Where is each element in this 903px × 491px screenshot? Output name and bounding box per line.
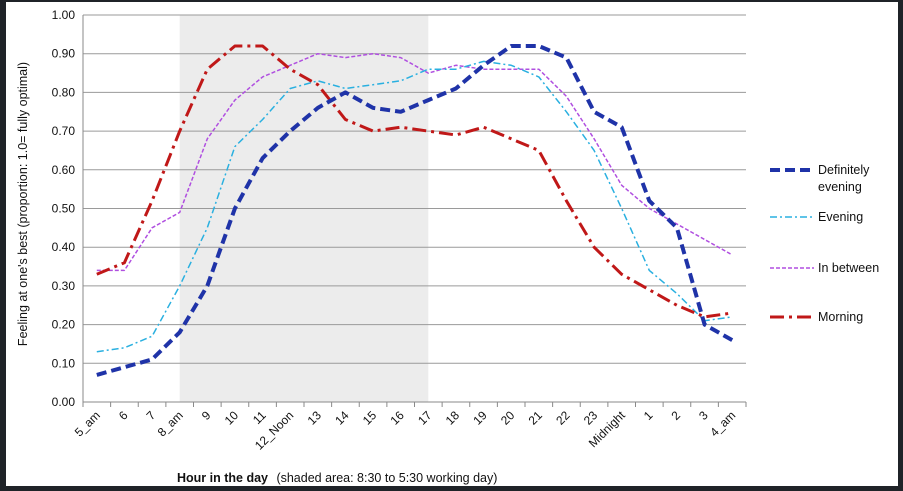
y-tick-label: 0.20: [52, 318, 76, 332]
x-tick-label: 14: [332, 408, 352, 428]
series-line-in-between: [96, 52, 733, 272]
x-tick-label: 1: [641, 408, 656, 423]
x-tick-label: 10: [222, 408, 242, 428]
x-tick-label: 5_am: [72, 408, 103, 439]
y-tick-label: 0.80: [52, 85, 76, 99]
legend-item: Definitely evening: [770, 163, 870, 194]
x-tick-label: 17: [415, 408, 435, 428]
x-axis-label: Hour in the day (shaded area: 8:30 to 5:…: [177, 469, 497, 486]
x-tick-label: 13: [305, 408, 325, 428]
y-tick-label: 0.70: [52, 124, 76, 138]
y-axis-label: Feeling at one's best (proportion: 1.0= …: [16, 62, 30, 346]
x-tick-label: 6: [116, 408, 131, 423]
x-tick-label: 18: [443, 408, 463, 428]
y-tick-label: 0.50: [52, 202, 76, 216]
legend-label: In between: [818, 261, 879, 275]
line-chart: 0.00 0.10 0.20 0.30 0.40 0.50 0.60 0.70 0.80 0.90…: [16, 8, 879, 486]
x-tick-label: 19: [470, 408, 490, 428]
x-tick-label: 3: [696, 408, 711, 423]
y-tick-label: 1.00: [52, 8, 76, 22]
x-tick-label: 11: [250, 408, 269, 427]
y-tick-label: 0.60: [52, 163, 76, 177]
legend-label: Evening: [818, 210, 863, 224]
series-line-evening: [96, 60, 733, 353]
x-axis-label-main: Hour in the day: [177, 471, 268, 485]
x-tick-label: 20: [498, 408, 518, 428]
x-tick-label: 15: [360, 408, 380, 428]
y-tick-label: 0.10: [52, 356, 76, 370]
y-tick-labels: 0.00 0.10 0.20 0.30 0.40 0.50 0.60 0.70 0.80 0.90…: [52, 8, 76, 409]
gridlines: [83, 14, 746, 364]
legend: Definitely evening Evening In between Mornin…: [770, 163, 879, 324]
series-lines: [96, 44, 734, 377]
y-tick-label: 0.90: [52, 47, 76, 61]
legend-item: Morning: [770, 310, 863, 324]
legend-label: evening: [818, 180, 862, 194]
x-tick-label: 23: [581, 408, 601, 428]
legend-label: Definitely: [818, 163, 870, 177]
x-tick-label: 21: [526, 408, 546, 428]
y-tick-label: 0.40: [52, 240, 76, 254]
legend-item: In between: [770, 261, 879, 275]
legend-item: Evening: [770, 210, 863, 224]
x-axis-label-note: (shaded area: 8:30 to 5:30 working day): [276, 471, 497, 485]
x-tick-label: 7: [144, 408, 159, 423]
x-tick-label: 9: [199, 408, 214, 423]
y-tick-label: 0.00: [52, 395, 76, 409]
chart-panel: 0.00 0.10 0.20 0.30 0.40 0.50 0.60 0.70 0.80 0.90…: [6, 2, 898, 486]
series-line-morning: [96, 44, 733, 319]
series-line-definitely-evening: [96, 44, 734, 377]
y-tick-label: 0.30: [52, 279, 76, 293]
x-tick-label: 16: [387, 408, 407, 428]
axes: [82, 15, 747, 407]
x-tick-label: 8_am: [155, 408, 186, 439]
x-tick-label: 2: [668, 408, 683, 423]
x-tick-label: 4_am: [707, 408, 738, 439]
x-tick-label: 22: [553, 408, 573, 428]
legend-label: Morning: [818, 310, 863, 324]
